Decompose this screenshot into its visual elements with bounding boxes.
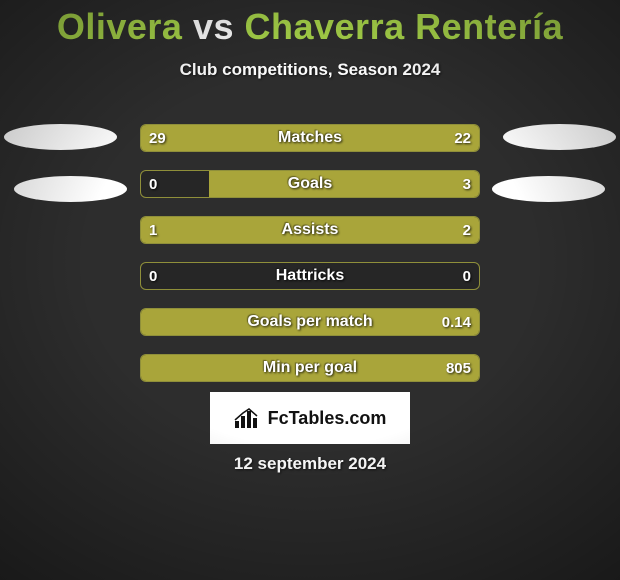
stat-bar-row: 805Min per goal — [140, 354, 480, 382]
player2-oval-2 — [492, 176, 605, 202]
brand-box: FcTables.com — [210, 392, 410, 444]
bar-value-left — [141, 309, 157, 335]
bar-value-right: 3 — [455, 171, 479, 197]
stat-bar-row: 12Assists — [140, 216, 480, 244]
bar-fill-left — [141, 309, 479, 335]
stat-bar-row: 2922Matches — [140, 124, 480, 152]
bar-value-right: 2 — [455, 217, 479, 243]
brand-text: FcTables.com — [268, 408, 387, 429]
bar-value-left: 1 — [141, 217, 165, 243]
stat-bars: 2922Matches03Goals12Assists00Hattricks0.… — [140, 124, 480, 400]
bar-label: Hattricks — [141, 263, 479, 289]
bar-value-left — [141, 355, 157, 381]
bar-value-right: 0.14 — [434, 309, 479, 335]
player1-oval-1 — [4, 124, 117, 150]
bar-fill-left — [141, 355, 479, 381]
vs-label: vs — [193, 6, 234, 47]
page-title: Olivera vs Chaverra Rentería — [0, 0, 620, 48]
infographic-container: Olivera vs Chaverra Rentería Club compet… — [0, 0, 620, 580]
stat-bar-row: 03Goals — [140, 170, 480, 198]
bar-fill-right — [209, 171, 479, 197]
stat-bar-row: 0.14Goals per match — [140, 308, 480, 336]
bar-fill-right — [253, 217, 479, 243]
player2-name: Chaverra Rentería — [245, 6, 564, 47]
player1-name: Olivera — [57, 6, 183, 47]
bar-value-left: 29 — [141, 125, 174, 151]
brand-logo-icon — [234, 407, 262, 429]
player1-oval-2 — [14, 176, 127, 202]
bar-value-right: 0 — [455, 263, 479, 289]
player2-oval-1 — [503, 124, 616, 150]
bar-value-left: 0 — [141, 171, 165, 197]
stat-bar-row: 0 0Hattricks — [140, 262, 480, 290]
date-label: 12 september 2024 — [0, 454, 620, 474]
subtitle: Club competitions, Season 2024 — [0, 60, 620, 80]
bar-value-right: 805 — [438, 355, 479, 381]
bar-value-right: 22 — [446, 125, 479, 151]
bar-value-left: 0 — [141, 263, 165, 289]
